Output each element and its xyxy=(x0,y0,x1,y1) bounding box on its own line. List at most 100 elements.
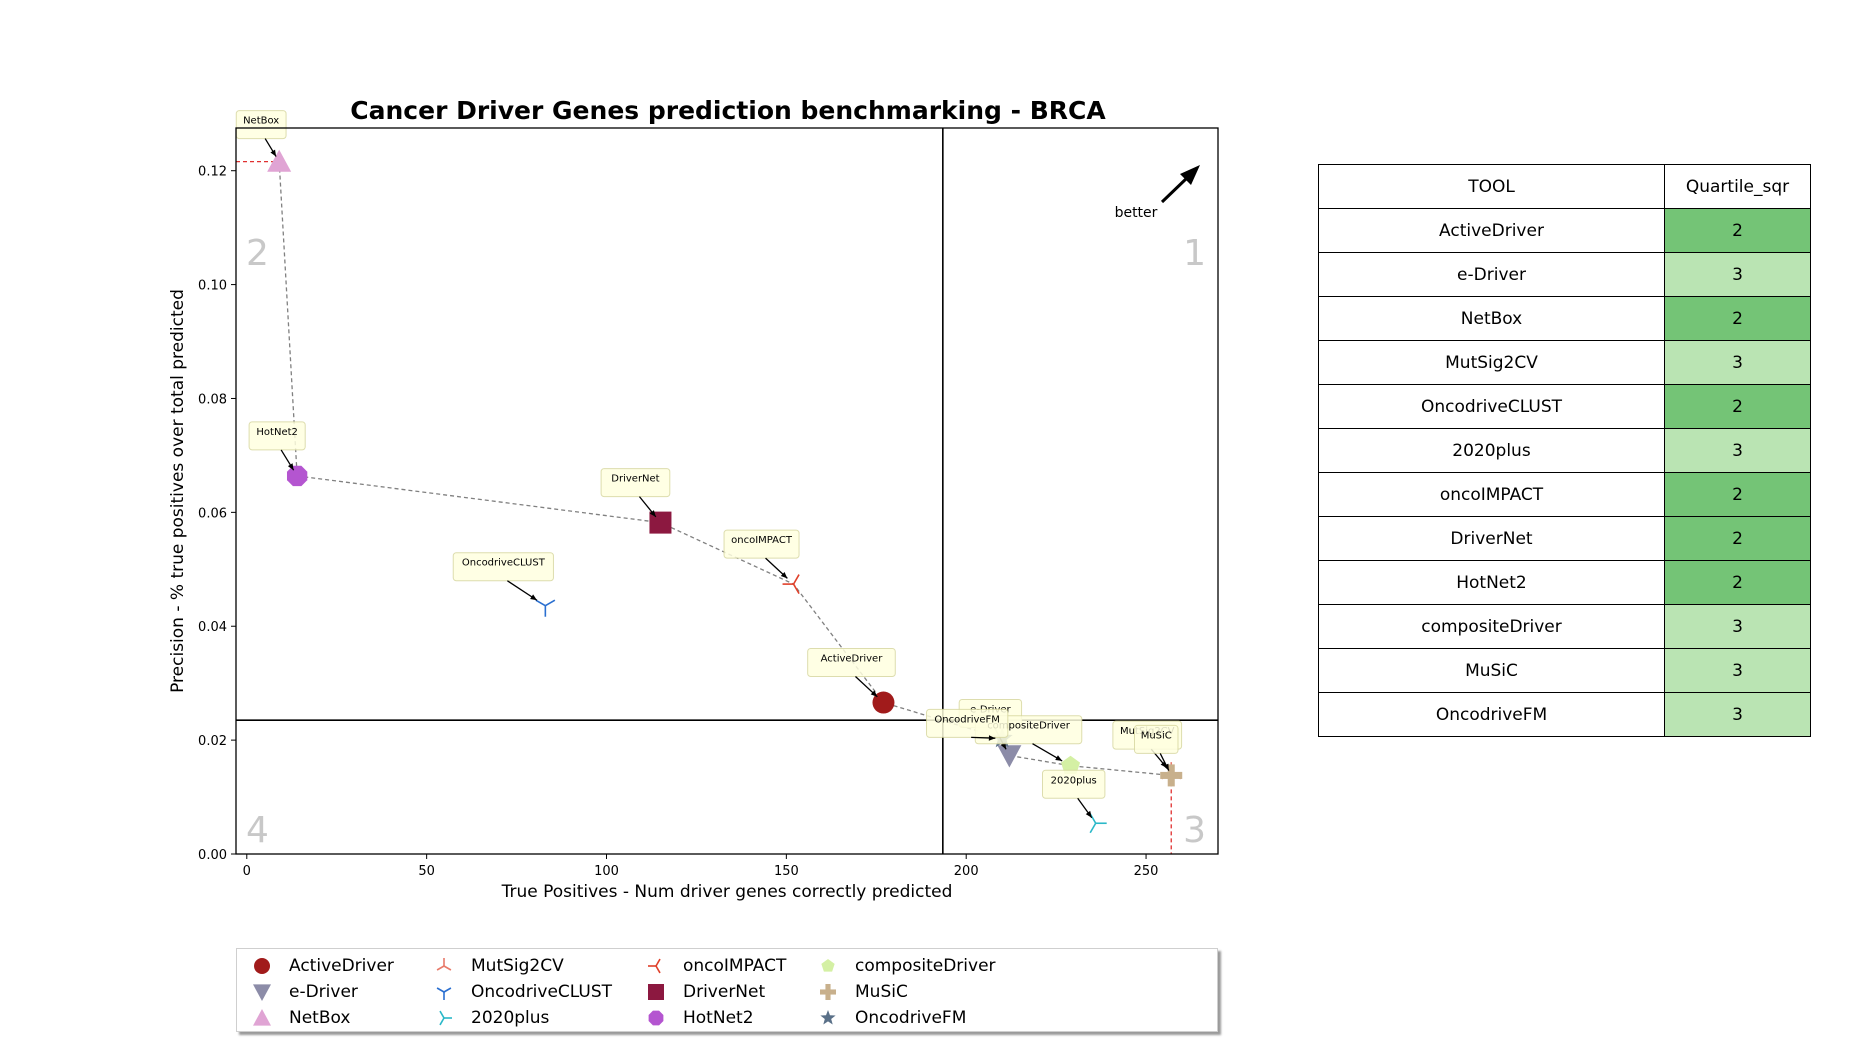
y-tick-label: 0.06 xyxy=(198,506,227,521)
annotation-text: MuSiC xyxy=(1141,730,1172,741)
quartile-cell: 2 xyxy=(1664,208,1811,253)
quadrant-label-1: 1 xyxy=(1183,233,1206,274)
chart-legend: ActiveDriver e-Driver NetBox MutSig2CV Oncod… xyxy=(236,948,1218,1032)
legend-item: oncoIMPACT xyxy=(639,953,786,979)
better-arrow-head xyxy=(1180,165,1200,185)
quadrant-label-4: 4 xyxy=(246,810,269,851)
legend-item: MutSig2CV xyxy=(427,953,564,979)
quartile-cell: 3 xyxy=(1664,340,1811,385)
y-axis-label: Precision - % true positives over total … xyxy=(168,289,188,693)
table-row: e-Driver 3 xyxy=(1318,252,1811,297)
point-drivernet xyxy=(649,511,672,534)
annotation-oncodriveclust: OncodriveCLUST xyxy=(452,552,554,601)
legend-item: MuSiC xyxy=(811,979,908,1005)
table-header-tool: TOOL xyxy=(1318,164,1665,209)
better-indicator: better xyxy=(1115,165,1200,221)
legend-item: 2020plus xyxy=(427,1005,549,1031)
tool-name-cell: DriverNet xyxy=(1318,516,1665,561)
tool-name-cell: MuSiC xyxy=(1318,648,1665,693)
legend-label: MuSiC xyxy=(855,982,908,1002)
quartile-table: TOOL Quartile_sqr ActiveDriver 2 e-Driver 3… xyxy=(1318,164,1811,737)
table-row: oncoIMPACT 2 xyxy=(1318,472,1811,517)
legend-marker xyxy=(648,958,661,974)
point-e-driver xyxy=(997,745,1022,768)
legend-item: compositeDriver xyxy=(811,953,996,979)
x-tick-label: 200 xyxy=(954,864,979,879)
legend-label: 2020plus xyxy=(471,1008,550,1028)
table-row: ActiveDriver 2 xyxy=(1318,208,1811,253)
tool-name-cell: MutSig2CV xyxy=(1318,340,1665,385)
quartile-cell: 3 xyxy=(1664,692,1811,737)
tool-name-cell: 2020plus xyxy=(1318,428,1665,473)
legend-item: OncodriveCLUST xyxy=(427,979,612,1005)
legend-label: ActiveDriver xyxy=(289,956,394,976)
table-row: 2020plus 3 xyxy=(1318,428,1811,473)
quartile-cell: 2 xyxy=(1664,516,1811,561)
table-row: OncodriveCLUST 2 xyxy=(1318,384,1811,429)
annotation-2020plus: 2020plus xyxy=(1041,769,1106,819)
point-music xyxy=(1160,764,1183,787)
annotation-text: 2020plus xyxy=(1051,775,1097,786)
table-row: compositeDriver 3 xyxy=(1318,604,1811,649)
x-tick-label: 0 xyxy=(243,864,251,879)
x-tick-label: 100 xyxy=(594,864,619,879)
y-tick-label: 0.04 xyxy=(198,620,227,635)
point-hotnet2 xyxy=(286,465,308,487)
point-activedriver xyxy=(872,691,895,714)
benchmark-scatter-chart: Cancer Driver Genes prediction benchmark… xyxy=(168,96,1219,902)
legend-item: OncodriveFM xyxy=(811,1005,966,1031)
table-header-quartile: Quartile_sqr xyxy=(1664,164,1811,209)
legend-marker xyxy=(439,1010,452,1026)
annotation-text: NetBox xyxy=(243,116,279,127)
better-arrow xyxy=(1160,175,1190,204)
chart-title: Cancer Driver Genes prediction benchmark… xyxy=(350,96,1106,125)
legend-marker xyxy=(253,984,271,1001)
annotation-drivernet: DriverNet xyxy=(600,468,671,518)
legend-marker xyxy=(648,1010,664,1026)
legend-marker xyxy=(436,958,452,971)
tool-name-cell: oncoIMPACT xyxy=(1318,472,1665,517)
quartile-cell: 3 xyxy=(1664,648,1811,693)
tool-name-cell: HotNet2 xyxy=(1318,560,1665,605)
x-axis-label: True Positives - Num driver genes correc… xyxy=(501,882,953,902)
point-oncoimpact xyxy=(782,574,800,595)
y-tick-label: 0.00 xyxy=(198,848,227,863)
x-tick-label: 150 xyxy=(774,864,799,879)
annotation-text: oncoIMPACT xyxy=(731,535,793,546)
legend-label: HotNet2 xyxy=(683,1008,754,1028)
tool-name-cell: ActiveDriver xyxy=(1318,208,1665,253)
table-header-row: TOOL Quartile_sqr xyxy=(1318,164,1811,209)
tool-name-cell: compositeDriver xyxy=(1318,604,1665,649)
legend-item: HotNet2 xyxy=(639,1005,754,1031)
legend-label: NetBox xyxy=(289,1008,351,1028)
point-compositedriver xyxy=(1061,755,1081,774)
annotation-hotnet2: HotNet2 xyxy=(248,421,306,471)
annotation-text: DriverNet xyxy=(611,474,659,485)
quartile-cell: 2 xyxy=(1664,384,1811,429)
y-tick-label: 0.02 xyxy=(198,734,227,749)
legend-label: OncodriveFM xyxy=(855,1008,967,1028)
x-tick-label: 250 xyxy=(1134,864,1159,879)
annotation-netbox: NetBox xyxy=(235,110,287,157)
legend-label: OncodriveCLUST xyxy=(471,982,613,1002)
tool-name-cell: OncodriveFM xyxy=(1318,692,1665,737)
annotation-oncodrivefm: OncodriveFM xyxy=(926,708,1009,741)
plot-frame xyxy=(235,127,1219,855)
legend-label: e-Driver xyxy=(289,982,358,1002)
annotation-activedriver: ActiveDriver xyxy=(807,648,896,698)
legend-label: DriverNet xyxy=(683,982,766,1002)
y-tick-label: 0.08 xyxy=(198,392,227,407)
annotation-text: HotNet2 xyxy=(256,427,297,438)
better-label: better xyxy=(1115,205,1158,221)
y-tick-label: 0.12 xyxy=(198,165,227,180)
legend-item: NetBox xyxy=(245,1005,350,1031)
annotation-text: OncodriveFM xyxy=(934,714,1000,725)
point-oncodriveclust xyxy=(535,599,556,617)
legend-marker xyxy=(648,984,664,1000)
quartile-cell: 3 xyxy=(1664,252,1811,297)
quadrant-label-3: 3 xyxy=(1183,810,1206,851)
pareto-front-line xyxy=(278,161,1172,777)
legend-marker xyxy=(820,984,836,1000)
point-2020plus xyxy=(1089,813,1107,834)
table-row: MuSiC 3 xyxy=(1318,648,1811,693)
